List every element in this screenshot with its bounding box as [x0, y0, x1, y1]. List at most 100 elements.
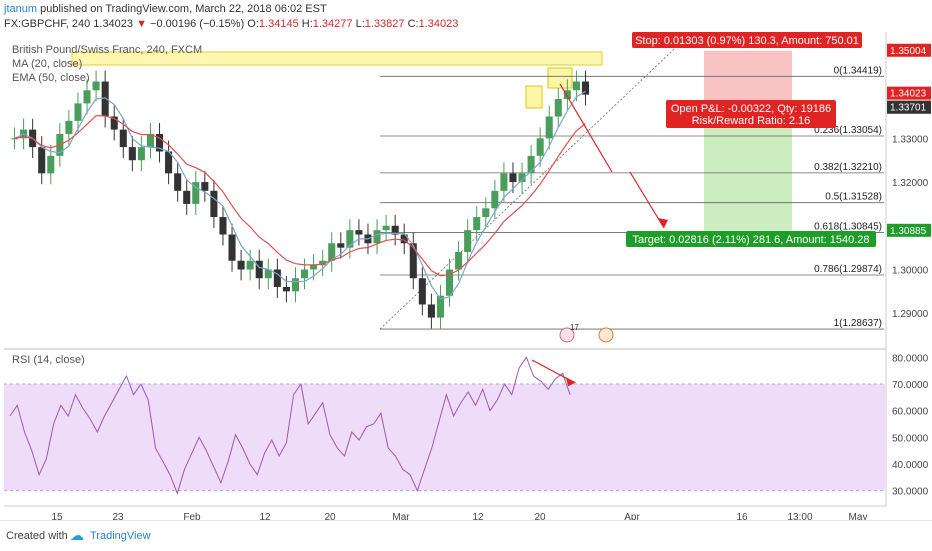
stop-label-box: [632, 32, 862, 48]
time-tick: 12: [472, 512, 484, 520]
published-text: published on TradingView.com, March 22, …: [40, 3, 327, 15]
rsi-tick: 80.0000: [892, 353, 929, 364]
time-tick: 20: [324, 512, 336, 520]
price-change: −0.00196 (−0.15%): [150, 18, 245, 30]
fib-label: 0.618(1.30845): [814, 222, 882, 233]
time-tick: 13:00: [787, 512, 812, 520]
candle-body: [346, 230, 354, 248]
time-tick: Mar: [392, 512, 410, 520]
candle-body: [436, 295, 444, 318]
candle-body: [92, 81, 100, 91]
fib-label: 0.5(1.31528): [825, 192, 882, 203]
candle-body: [210, 190, 218, 218]
price-tick: 1.32000: [892, 178, 929, 189]
candle-body: [482, 208, 490, 218]
low-label: L:: [355, 18, 365, 30]
candle-body: [319, 260, 327, 266]
rsi-legend[interactable]: RSI (14, close): [12, 354, 85, 366]
price-tick: 1.30000: [892, 266, 929, 277]
candle-body: [518, 173, 526, 183]
candle-body: [137, 147, 145, 161]
candle-body: [563, 90, 571, 100]
pnl-label: Risk/Reward Ratio: 2.16: [692, 115, 811, 127]
price-badge: 1.34023: [890, 89, 927, 100]
fib-label: 0.382(1.32210): [814, 162, 882, 173]
price-badge-box: [887, 43, 931, 57]
candle-body: [219, 217, 227, 235]
candle-body: [491, 190, 499, 209]
candle-body: [255, 260, 263, 279]
candle-body: [427, 304, 435, 318]
candle-body: [536, 138, 544, 156]
candle-body: [328, 243, 336, 261]
candle-body: [301, 269, 309, 279]
ma-legend[interactable]: MA (20, close): [12, 58, 83, 70]
candle-body: [545, 116, 553, 139]
rsi-tick: 60.0000: [892, 407, 929, 418]
candle-body: [264, 269, 272, 279]
candle-body: [400, 234, 408, 244]
arrow-head-icon: [658, 218, 668, 228]
chart-title: British Pound/Swiss Franc, 240, FXCM: [12, 44, 203, 56]
candle-body: [355, 230, 363, 235]
annotations: Stop: 0.01303 (0.97%) 130.3, Amount: 750…: [559, 32, 876, 343]
open-value: 1.34145: [258, 18, 299, 30]
rsi-divergence-line: [531, 359, 573, 382]
price-badge-box: [887, 86, 931, 100]
time-tick: 20: [534, 512, 546, 520]
time-tick: 16: [736, 512, 748, 520]
candle-body: [527, 155, 535, 174]
fibonacci-levels: 0(1.34419) 0.236(1.33054) 0.382(1.32210) 0.…: [379, 32, 884, 330]
rsi-pane: 80.0000 70.0000 60.0000 50.0000 40.0000 30.00…: [4, 353, 929, 498]
target-label-box: [626, 231, 876, 247]
earnings-event-icon: [598, 327, 614, 343]
fib-label: 0.236(1.33054): [814, 125, 882, 136]
price-badge-box: [887, 100, 931, 114]
target-label: Target: 0.02816 (2.11%) 281.6, Amount: 1…: [632, 234, 869, 246]
stop-zone: [704, 50, 792, 108]
ema-legend[interactable]: EMA (50, close): [12, 72, 90, 84]
candle-body: [500, 173, 508, 191]
candle-body: [418, 278, 426, 305]
candle-body: [337, 243, 345, 248]
time-tick: 23: [112, 512, 124, 520]
event-count: 17: [570, 323, 579, 332]
candle-body: [74, 103, 82, 121]
footer: Created with ☁ TradingView: [0, 520, 932, 551]
price-badge: 1.35004: [890, 46, 927, 57]
price-tick: 1.33000: [892, 134, 929, 145]
swing-high-box-1: [525, 85, 543, 109]
low-value: 1.33827: [364, 18, 405, 30]
symbol-label[interactable]: FX:GBPCHF, 240: [4, 18, 91, 30]
rsi-tick: 70.0000: [892, 380, 929, 391]
price-tick: 1.29000: [892, 309, 929, 320]
price-badge: 1.30885: [890, 226, 927, 237]
candle-body: [464, 230, 472, 253]
time-tick: 15: [51, 512, 63, 520]
candle-body: [11, 138, 19, 140]
tradingview-brand[interactable]: TradingView: [90, 530, 151, 542]
candle-body: [174, 173, 182, 191]
moving-averages: [14, 90, 586, 300]
publish-line: jtanum published on TradingView.com, Mar…: [4, 2, 327, 16]
price-axis: 1.33000 1.32000 1.30000 1.29000 1.35004 1.340…: [887, 43, 931, 320]
stop-label: Stop: 0.01303 (0.97%) 130.3, Amount: 750…: [635, 35, 859, 47]
candle-body: [273, 269, 281, 287]
candle-body: [373, 230, 381, 244]
candle-body: [382, 225, 390, 231]
last-price: 1.34023: [93, 18, 134, 30]
news-event-icon: [559, 327, 575, 343]
candle-body: [156, 133, 164, 152]
tradingview-logo-icon[interactable]: ☁: [70, 527, 84, 543]
high-label: H:: [301, 18, 313, 30]
candle-body: [473, 217, 481, 231]
candle-body: [101, 81, 109, 117]
candle-body: [282, 286, 290, 292]
candles: [11, 70, 589, 329]
username-link[interactable]: jtanum: [4, 3, 38, 15]
price-badge-box: [887, 223, 931, 237]
time-axis: 15 23 Feb 12 20 Mar 12 20 Apr 16 13:00 May: [51, 512, 867, 520]
chart-canvas[interactable]: 0(1.34419) 0.236(1.33054) 0.382(1.32210) 0.…: [0, 32, 932, 520]
candle-body: [246, 260, 254, 270]
candle-body: [237, 260, 245, 270]
